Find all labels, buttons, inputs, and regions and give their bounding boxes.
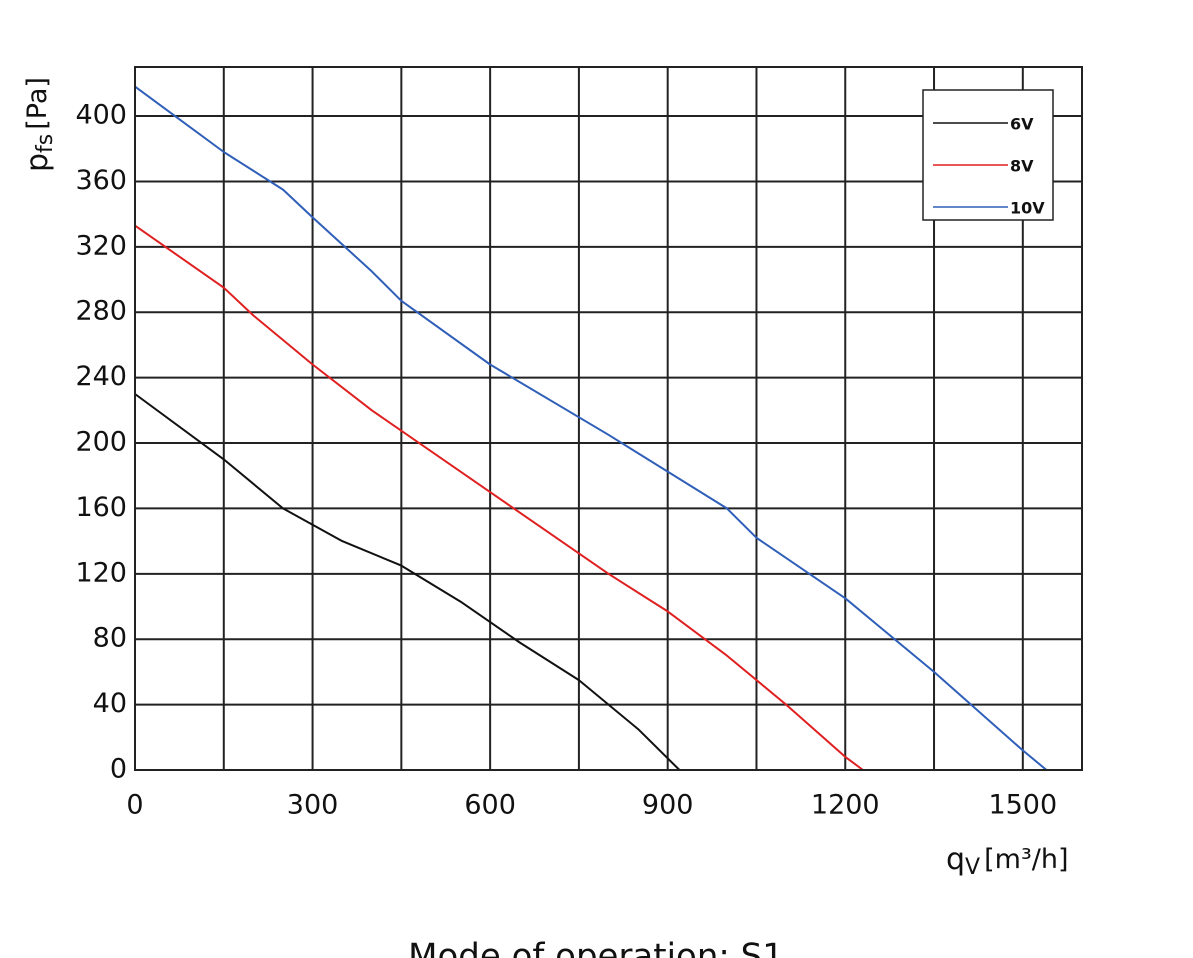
y-tick-label: 400 xyxy=(75,100,127,131)
x-label-base: q xyxy=(946,842,965,877)
x-label: qV [m³/h] xyxy=(946,842,1069,881)
x-tick-label: 600 xyxy=(464,790,516,821)
x-tick-label: 1500 xyxy=(988,790,1057,821)
curve xyxy=(134,393,681,771)
plot-frame xyxy=(134,66,1083,771)
x-tick-label: 1200 xyxy=(811,790,880,821)
y-tick-label: 280 xyxy=(75,296,127,327)
y-label-base: p xyxy=(20,153,55,172)
legend-label: 10V xyxy=(1010,199,1045,218)
x-label-unit: [m³/h] xyxy=(984,844,1068,875)
y-tick-label: 360 xyxy=(75,165,127,196)
y-tick-label: 240 xyxy=(75,361,127,392)
y-tick-label: 0 xyxy=(110,754,127,785)
legend: 6V 8V 10V xyxy=(922,89,1054,221)
y-tick-label: 160 xyxy=(75,492,127,523)
y-label-sub: fs xyxy=(33,134,58,153)
x-tick-label: 900 xyxy=(642,790,694,821)
legend-label: 6V xyxy=(1010,115,1034,134)
caption: Mode of operation: S1 xyxy=(408,937,784,958)
x-label-sub: V xyxy=(965,855,980,880)
y-tick-label: 80 xyxy=(93,623,127,654)
x-tick-label: 300 xyxy=(287,790,339,821)
y-label-unit: [Pa] xyxy=(22,77,53,130)
x-tick-label: 0 xyxy=(126,790,143,821)
labels: 0 40 80 120 160 200 240 280 320 360 400 0 300 600 900 1… xyxy=(20,77,1069,880)
y-tick-label: 120 xyxy=(75,557,127,588)
legend-box xyxy=(922,89,1054,221)
curve xyxy=(134,85,1048,771)
y-tick-label: 40 xyxy=(93,688,127,719)
curve xyxy=(134,224,864,771)
y-label: pfs [Pa] xyxy=(20,77,59,172)
legend-label: 8V xyxy=(1010,157,1034,176)
y-tick-label: 200 xyxy=(75,427,127,458)
lines xyxy=(134,85,1048,771)
y-tick-label: 320 xyxy=(75,230,127,261)
